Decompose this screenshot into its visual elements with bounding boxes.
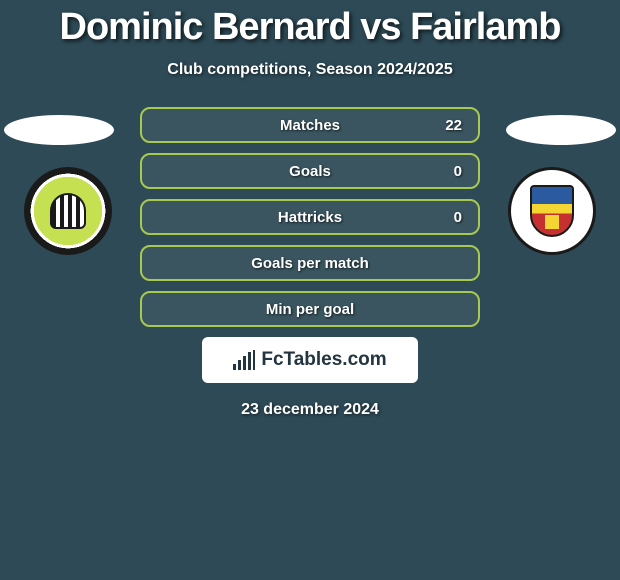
stats-list: Matches 22 Goals 0 Hattricks 0 Goals per… [140,107,480,327]
player-avatar-right [506,115,616,145]
logo-text: FcTables.com [261,349,386,371]
date-label: 23 december 2024 [0,401,620,419]
stat-value: 0 [454,163,462,180]
subtitle: Club competitions, Season 2024/2025 [0,61,620,79]
club-badge-right [508,167,596,255]
player-avatar-left [4,115,114,145]
stat-value: 0 [454,209,462,226]
tamworth-shield-icon [530,185,574,237]
stat-label: Goals [158,163,462,180]
club-badge-left [24,167,112,255]
stat-row-min-per-goal: Min per goal [140,291,480,327]
bars-icon [233,350,255,370]
stat-label: Goals per match [158,255,462,272]
stat-row-goals-per-match: Goals per match [140,245,480,281]
stat-row-matches: Matches 22 [140,107,480,143]
stat-label: Matches [158,117,462,134]
stat-value: 22 [445,117,462,134]
infographic-container: Dominic Bernard vs Fairlamb Club competi… [0,0,620,419]
comparison-area: Matches 22 Goals 0 Hattricks 0 Goals per… [0,107,620,419]
page-title: Dominic Bernard vs Fairlamb [0,6,620,49]
stat-label: Hattricks [158,209,462,226]
fgr-shirt-icon [50,193,86,229]
stat-label: Min per goal [158,301,462,318]
stat-row-hattricks: Hattricks 0 [140,199,480,235]
fctables-logo[interactable]: FcTables.com [202,337,418,383]
stat-row-goals: Goals 0 [140,153,480,189]
